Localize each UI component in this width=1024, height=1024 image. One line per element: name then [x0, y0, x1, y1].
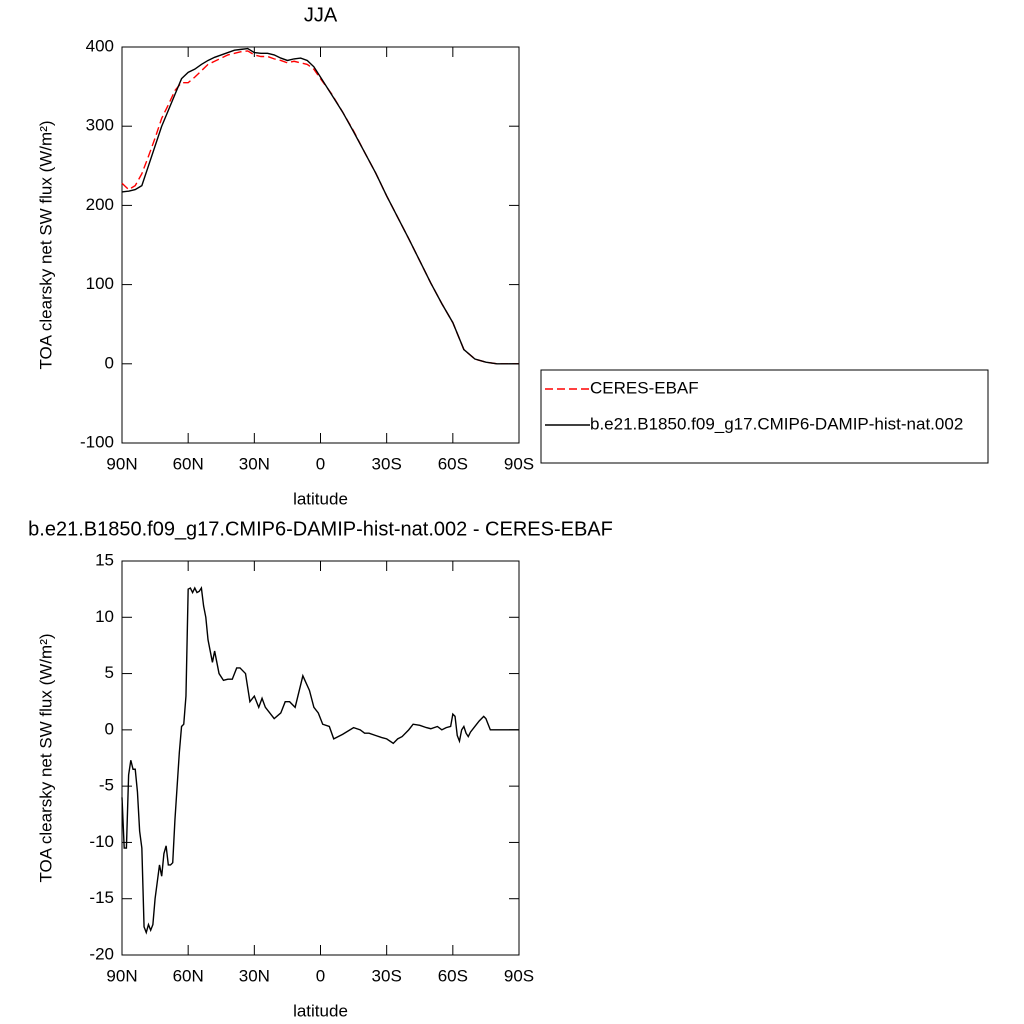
y-tick-label: -5: [99, 776, 114, 795]
y-tick-label: -20: [89, 944, 114, 963]
y-axis-label: TOA clearsky net SW flux (W/m²): [36, 633, 55, 882]
y-tick-label: 200: [86, 195, 114, 214]
x-tick-label: 30N: [239, 966, 270, 985]
x-tick-label: 90S: [504, 454, 534, 473]
x-tick-label: 60S: [438, 454, 468, 473]
y-tick-label: 300: [86, 116, 114, 135]
x-tick-label: 0: [316, 966, 325, 985]
plot-frame: [121, 560, 520, 956]
legend-label: CERES-EBAF: [590, 378, 699, 397]
x-tick-label: 30N: [239, 454, 270, 473]
x-axis-label: latitude: [293, 489, 348, 508]
legend-label: b.e21.B1850.f09_g17.CMIP6-DAMIP-hist-nat…: [590, 414, 963, 433]
y-axis-label: TOA clearsky net SW flux (W/m²): [36, 120, 55, 369]
x-tick-label: 60S: [438, 966, 468, 985]
x-tick-label: 60N: [173, 966, 204, 985]
y-tick-label: 5: [105, 663, 114, 682]
y-tick-label: 15: [95, 550, 114, 569]
x-tick-label: 90N: [106, 454, 137, 473]
chart-title: JJA: [304, 4, 338, 26]
x-tick-label: 30S: [372, 966, 402, 985]
x-tick-label: 0: [316, 454, 325, 473]
y-tick-label: -10: [89, 832, 114, 851]
y-tick-label: 0: [105, 353, 114, 372]
y-tick-label: 0: [105, 719, 114, 738]
x-tick-label: 30S: [372, 454, 402, 473]
y-tick-label: -100: [80, 432, 114, 451]
y-tick-label: -15: [89, 888, 114, 907]
x-axis-label: latitude: [293, 1001, 348, 1020]
data-line: [121, 586, 519, 935]
plot-frame: [121, 46, 520, 444]
y-tick-label: 10: [95, 607, 114, 626]
x-tick-label: 90N: [106, 966, 137, 985]
data-line: [121, 47, 519, 365]
x-tick-label: 60N: [173, 454, 204, 473]
y-tick-label: 100: [86, 274, 114, 293]
legend-box: [540, 369, 989, 464]
data-line: [121, 50, 519, 365]
y-tick-label: 400: [86, 36, 114, 55]
x-tick-label: 90S: [504, 966, 534, 985]
chart-title: b.e21.B1850.f09_g17.CMIP6-DAMIP-hist-nat…: [28, 518, 613, 540]
